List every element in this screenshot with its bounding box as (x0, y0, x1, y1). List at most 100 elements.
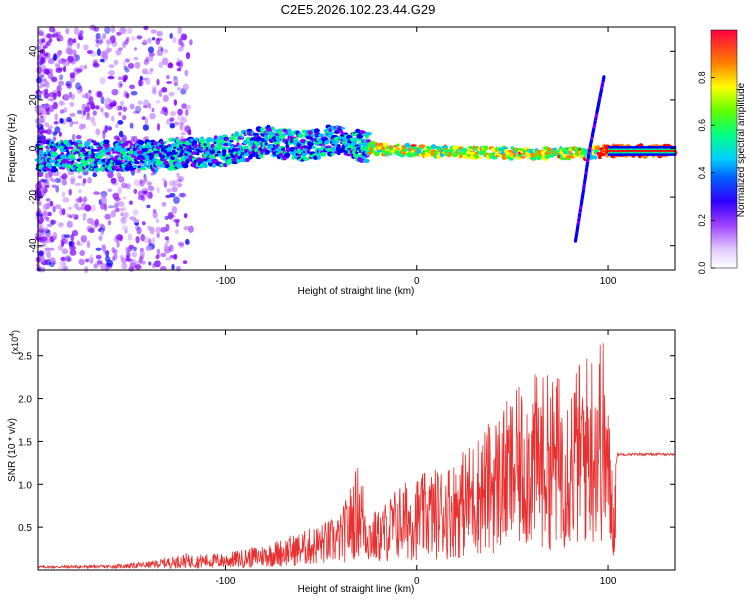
noise-point (155, 226, 162, 234)
noise-point (176, 172, 180, 178)
noise-point (156, 232, 160, 239)
ridge-point (102, 142, 110, 148)
noise-point (72, 121, 79, 125)
noise-point (104, 125, 108, 133)
noise-point (165, 194, 171, 199)
noise-point (128, 266, 135, 272)
noise-point (63, 59, 70, 67)
spectrogram-y-tick-label: 20 (28, 94, 39, 106)
noise-point (130, 36, 136, 41)
noise-point (167, 212, 174, 220)
noise-point (136, 226, 142, 235)
noise-point (104, 112, 109, 119)
ridge-point (382, 142, 388, 147)
noise-point (105, 48, 110, 55)
noise-point (160, 110, 165, 115)
snr-frame (37, 329, 676, 571)
noise-point (172, 36, 177, 44)
noise-point (89, 254, 94, 261)
noise-point (37, 171, 44, 177)
noise-point (75, 198, 82, 202)
ridge-point (94, 167, 99, 173)
noise-point (60, 241, 65, 247)
noise-point (42, 45, 47, 49)
ridge-point (313, 128, 320, 133)
noise-point (182, 260, 188, 265)
ridge-point (70, 153, 75, 159)
noise-point (114, 235, 120, 243)
noise-point (142, 68, 148, 75)
noise-point (187, 129, 192, 136)
noise-point (173, 253, 178, 260)
noise-point (141, 116, 146, 120)
ridge-point (365, 135, 369, 139)
ridge-point (336, 144, 341, 149)
noise-point (77, 34, 84, 41)
noise-point (163, 180, 168, 188)
noise-point (120, 254, 124, 261)
snr-y-tick-label: 1.0 (18, 480, 32, 491)
ridge-point (298, 133, 304, 139)
noise-point (43, 102, 50, 108)
snr-y-tick-label: 2.0 (18, 395, 32, 406)
ridge-point (81, 147, 85, 152)
ridge-core (633, 150, 635, 152)
noise-point (116, 207, 120, 212)
ridge-point (338, 129, 344, 134)
noise-point (47, 125, 53, 130)
noise-point (93, 263, 98, 269)
noise-point (180, 33, 188, 41)
noise-point (75, 82, 81, 90)
noise-point (118, 111, 122, 116)
noise-point (81, 94, 86, 99)
noise-point (182, 35, 187, 41)
noise-point (43, 92, 50, 99)
noise-point (118, 176, 125, 183)
noise-point (151, 237, 156, 245)
noise-point (77, 109, 83, 115)
ridge-core (625, 150, 627, 152)
ridge-point (442, 145, 449, 149)
noise-point (47, 203, 51, 208)
noise-point (141, 221, 146, 226)
ridge-point (281, 147, 286, 151)
noise-point (143, 190, 147, 196)
ridge-point (286, 147, 291, 153)
noise-point (117, 186, 122, 195)
noise-point (97, 91, 103, 98)
ridge-point (132, 164, 137, 169)
noise-point (51, 179, 57, 183)
ridge-point (330, 152, 335, 156)
noise-point (121, 262, 128, 270)
ridge-point (79, 154, 86, 158)
ridge-core (612, 150, 615, 152)
ridge-core (666, 150, 669, 152)
noise-point (57, 222, 64, 229)
noise-point (95, 247, 102, 251)
noise-point (99, 77, 106, 85)
noise-point (78, 258, 85, 266)
noise-point (179, 121, 184, 126)
noise-point (143, 59, 150, 65)
noise-point (89, 24, 97, 31)
noise-point (88, 89, 92, 94)
noise-point (122, 115, 127, 121)
spectrogram-x-ticks: -100 0 100 (215, 27, 617, 287)
ridge-point (220, 139, 226, 143)
spectrogram-x-tick-label: 100 (600, 276, 617, 287)
noise-point (41, 110, 46, 116)
noise-point (133, 56, 139, 61)
noise-point (62, 197, 70, 203)
noise-point (125, 246, 129, 253)
ridge-point (106, 151, 111, 156)
noise-point (149, 68, 154, 72)
noise-point (61, 191, 66, 198)
ridge-core (672, 150, 674, 152)
noise-point (56, 90, 61, 97)
ridge-point (282, 129, 289, 133)
ridge-core (624, 150, 626, 152)
ridge-point (40, 151, 44, 157)
noise-point (57, 37, 61, 42)
noise-point (165, 223, 170, 232)
ridge-point (532, 156, 537, 160)
